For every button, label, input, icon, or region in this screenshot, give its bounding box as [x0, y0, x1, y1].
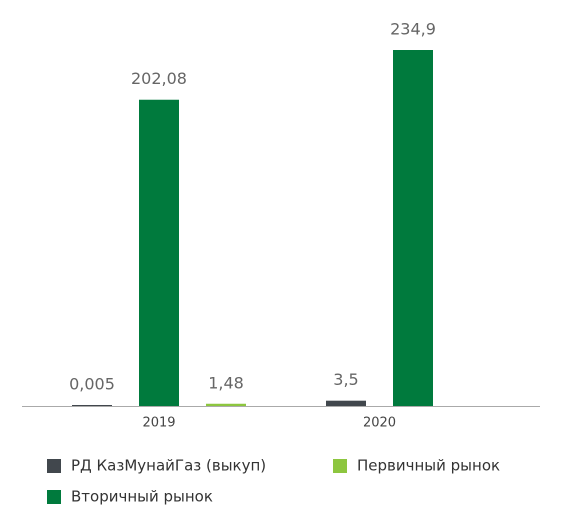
- legend-swatch: [47, 459, 61, 473]
- value-label: 202,08: [131, 69, 187, 88]
- legend-label: РД КазМунайГаз (выкуп): [71, 457, 266, 475]
- legend-swatch: [47, 490, 61, 504]
- bar: [326, 400, 366, 406]
- bar: [393, 50, 433, 406]
- x-tick-label: 2020: [363, 416, 396, 431]
- value-label: 1,48: [208, 373, 244, 392]
- value-label: 234,9: [390, 20, 436, 39]
- bar: [139, 99, 179, 406]
- legend-label: Вторичный рынок: [71, 488, 213, 506]
- value-label: 0,005: [69, 375, 115, 394]
- legend-swatch: [333, 459, 347, 473]
- value-label: 3,5: [333, 370, 358, 389]
- legend-label: Первичный рынок: [357, 457, 500, 475]
- bar: [72, 405, 112, 406]
- x-tick-label: 2019: [142, 416, 175, 431]
- bar: [206, 403, 246, 406]
